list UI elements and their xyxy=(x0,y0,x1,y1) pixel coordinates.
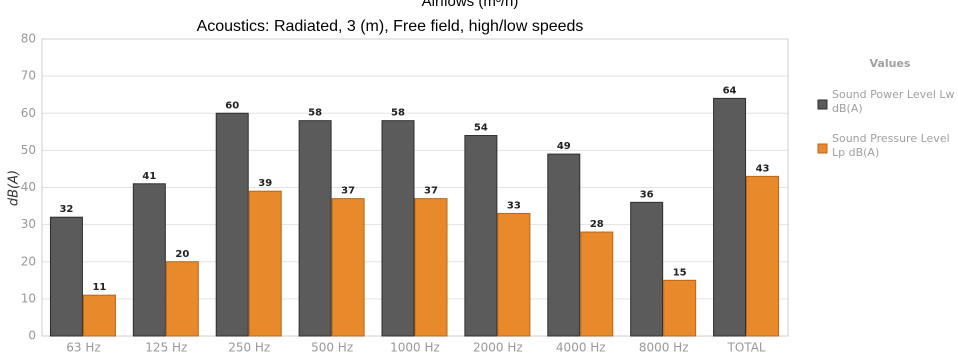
data-label: 64 xyxy=(723,85,737,96)
x-tick-label: 500 Hz xyxy=(311,341,353,355)
y-tick-label: 0 xyxy=(28,329,36,343)
x-tick-label: 125 Hz xyxy=(145,341,187,355)
legend-swatch xyxy=(817,143,828,154)
x-tick-label: 1000 Hz xyxy=(390,341,440,355)
legend-title: Values xyxy=(870,57,911,70)
bar xyxy=(414,198,448,337)
data-label: 11 xyxy=(92,282,106,293)
legend-swatch xyxy=(817,99,828,110)
y-tick-label: 10 xyxy=(21,291,36,305)
data-label: 41 xyxy=(142,171,156,182)
x-tick-label: 63 Hz xyxy=(66,341,100,355)
data-label: 28 xyxy=(590,219,604,230)
data-label: 33 xyxy=(507,200,521,211)
y-tick-label: 40 xyxy=(21,180,36,194)
y-tick-label: 30 xyxy=(21,217,36,231)
data-label: 60 xyxy=(225,100,239,111)
data-label: 37 xyxy=(424,186,438,197)
data-label: 37 xyxy=(341,186,355,197)
bar xyxy=(331,198,365,337)
top-text: Airflows (m³/h) xyxy=(422,0,519,10)
y-tick-label: 60 xyxy=(21,106,36,120)
x-tick-label: 2000 Hz xyxy=(473,341,523,355)
y-tick-label: 50 xyxy=(21,143,36,157)
y-axis-label: dB(A) xyxy=(7,170,22,206)
bar xyxy=(547,153,581,337)
data-label: 20 xyxy=(175,249,189,260)
data-label: 58 xyxy=(391,108,405,119)
bar xyxy=(82,294,116,337)
legend-label: Sound Power Level Lw dB(A) xyxy=(832,88,955,115)
data-label: 49 xyxy=(557,141,571,152)
bar xyxy=(464,135,498,337)
bar xyxy=(497,212,531,337)
data-label: 36 xyxy=(640,189,654,200)
chart-title: Acoustics: Radiated, 3 (m), Free field, … xyxy=(197,18,584,35)
legend-label: Sound Pressure Level Lp dB(A) xyxy=(832,132,950,159)
y-tick-label: 80 xyxy=(21,32,36,46)
bar xyxy=(132,183,166,337)
bar xyxy=(630,201,664,337)
bar xyxy=(298,120,332,337)
y-tick-label: 70 xyxy=(21,69,36,83)
y-tick-label: 20 xyxy=(21,254,36,268)
bar xyxy=(580,231,614,337)
data-label: 54 xyxy=(474,123,488,134)
x-tick-label: TOTAL xyxy=(727,341,766,355)
bar xyxy=(713,97,747,337)
data-label: 58 xyxy=(308,108,322,119)
x-tick-label: 4000 Hz xyxy=(556,341,606,355)
bar xyxy=(215,112,249,337)
bar xyxy=(49,216,83,337)
data-label: 39 xyxy=(258,178,272,189)
x-tick-label: 250 Hz xyxy=(228,341,270,355)
bar xyxy=(381,120,415,337)
data-label: 15 xyxy=(673,267,687,278)
data-label: 32 xyxy=(59,204,73,215)
bar xyxy=(663,279,697,337)
bar xyxy=(165,261,199,337)
bar xyxy=(746,175,780,337)
x-tick-label: 8000 Hz xyxy=(639,341,689,355)
data-label: 43 xyxy=(756,163,770,174)
bar xyxy=(248,190,282,337)
